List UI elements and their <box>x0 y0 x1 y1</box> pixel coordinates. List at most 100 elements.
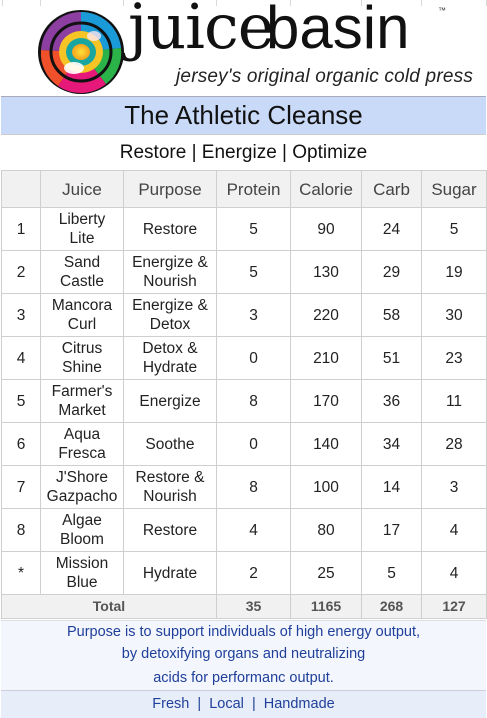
footer-note-line-3: acids for performanc output. <box>1 666 486 690</box>
sugar-cell[interactable]: 4 <box>421 508 487 552</box>
sugar-cell[interactable]: 19 <box>421 250 487 294</box>
carb-cell[interactable]: 29 <box>361 250 422 294</box>
sugar-cell[interactable]: 5 <box>421 207 487 251</box>
juice-name[interactable]: J'Shore Gazpacho <box>40 465 124 509</box>
calorie-cell[interactable]: 80 <box>290 508 362 552</box>
juice-purpose[interactable]: Detox & Hydrate <box>123 336 217 380</box>
juice-name[interactable]: Liberty Lite <box>40 207 124 251</box>
carb-cell[interactable]: 17 <box>361 508 422 552</box>
juice-purpose-line: Detox & <box>142 340 198 357</box>
sugar-cell[interactable]: 4 <box>421 551 487 595</box>
row-number[interactable]: 6 <box>1 422 41 466</box>
protein-cell[interactable]: 8 <box>216 379 291 423</box>
juice-purpose[interactable]: Restore <box>123 207 217 251</box>
row-number[interactable]: 8 <box>1 508 41 552</box>
protein-cell[interactable]: 0 <box>216 422 291 466</box>
juice-name[interactable]: Citrus Shine <box>40 336 124 380</box>
juice-purpose[interactable]: Soothe <box>123 422 217 466</box>
carb-cell[interactable]: 5 <box>361 551 422 595</box>
juice-purpose-line: Nourish <box>143 273 197 290</box>
row-number[interactable]: 4 <box>1 336 41 380</box>
juice-name-line: J'Shore <box>55 469 109 486</box>
calorie-cell[interactable]: 130 <box>290 250 362 294</box>
calorie-cell[interactable]: 90 <box>290 207 362 251</box>
header-purpose[interactable]: Purpose <box>123 170 217 208</box>
table-row: 5 Farmer's Market Energize 8 170 36 11 <box>1 379 487 423</box>
header-carb[interactable]: Carb <box>361 170 422 208</box>
juice-name[interactable]: Algae Bloom <box>40 508 124 552</box>
juice-purpose[interactable]: Energize <box>123 379 217 423</box>
juice-name-line: Mission <box>55 555 109 572</box>
header-juice[interactable]: Juice <box>40 170 124 208</box>
table-row: 1 Liberty Lite Restore 5 90 24 5 <box>1 207 487 251</box>
row-number[interactable]: 2 <box>1 250 41 294</box>
header-calorie[interactable]: Calorie <box>290 170 362 208</box>
juice-purpose[interactable]: Energize & Detox <box>123 293 217 337</box>
protein-cell[interactable]: 0 <box>216 336 291 380</box>
juice-name[interactable]: Farmer's Market <box>40 379 124 423</box>
row-number[interactable]: 1 <box>1 207 41 251</box>
calorie-cell[interactable]: 25 <box>290 551 362 595</box>
total-calorie[interactable]: 1165 <box>290 594 362 619</box>
juice-purpose[interactable]: Restore <box>123 508 217 552</box>
juice-name-line: Market <box>58 402 106 419</box>
sugar-cell[interactable]: 11 <box>421 379 487 423</box>
total-sugar[interactable]: 127 <box>421 594 487 619</box>
juice-purpose-line: Energize <box>139 392 201 410</box>
juicebasin-logo-icon <box>38 10 124 94</box>
protein-cell[interactable]: 8 <box>216 465 291 509</box>
footer-note-line-2: by detoxifying organs and neutralizing <box>1 643 486 666</box>
table-row: 3 Mancora Curl Energize & Detox 3 220 58 30 <box>1 293 487 337</box>
carb-cell[interactable]: 51 <box>361 336 422 380</box>
carb-cell[interactable]: 24 <box>361 207 422 251</box>
total-protein[interactable]: 35 <box>216 594 291 619</box>
protein-cell[interactable]: 2 <box>216 551 291 595</box>
juice-name[interactable]: Sand Castle <box>40 250 124 294</box>
row-number[interactable]: 3 <box>1 293 41 337</box>
juice-name[interactable]: Mancora Curl <box>40 293 124 337</box>
juice-purpose-line: Restore <box>142 521 198 539</box>
juice-purpose[interactable]: Hydrate <box>123 551 217 595</box>
calorie-cell[interactable]: 210 <box>290 336 362 380</box>
juice-purpose[interactable]: Restore & Nourish <box>123 465 217 509</box>
juice-name-line: Castle <box>60 273 104 290</box>
carb-cell[interactable]: 36 <box>361 379 422 423</box>
header-sugar[interactable]: Sugar <box>421 170 487 208</box>
calorie-cell[interactable]: 100 <box>290 465 362 509</box>
juice-name[interactable]: Mission Blue <box>40 551 124 595</box>
header-protein[interactable]: Protein <box>216 170 291 208</box>
sugar-cell[interactable]: 30 <box>421 293 487 337</box>
row-number[interactable]: 7 <box>1 465 41 509</box>
juice-name[interactable]: Aqua Fresca <box>40 422 124 466</box>
row-number[interactable]: 5 <box>1 379 41 423</box>
sugar-cell[interactable]: 28 <box>421 422 487 466</box>
total-carb[interactable]: 268 <box>361 594 422 619</box>
header-num[interactable] <box>1 170 41 208</box>
carb-cell[interactable]: 14 <box>361 465 422 509</box>
juice-purpose-line: Energize & <box>132 297 208 314</box>
table-row: 7 J'Shore Gazpacho Restore & Nourish 8 100 14 3 <box>1 465 487 509</box>
total-label[interactable]: Total <box>1 594 217 619</box>
sugar-cell[interactable]: 23 <box>421 336 487 380</box>
juice-purpose-line: Energize & <box>132 254 208 271</box>
juice-purpose[interactable]: Energize & Nourish <box>123 250 217 294</box>
protein-cell[interactable]: 5 <box>216 250 291 294</box>
protein-cell[interactable]: 5 <box>216 207 291 251</box>
protein-cell[interactable]: 3 <box>216 293 291 337</box>
carb-cell[interactable]: 34 <box>361 422 422 466</box>
carb-cell[interactable]: 58 <box>361 293 422 337</box>
juice-purpose-line: Restore & <box>135 469 205 486</box>
juice-name-line: Algae <box>62 512 102 529</box>
juice-name-line: Lite <box>69 230 95 247</box>
calorie-cell[interactable]: 140 <box>290 422 362 466</box>
calorie-cell[interactable]: 170 <box>290 379 362 423</box>
calorie-cell[interactable]: 220 <box>290 293 362 337</box>
protein-cell[interactable]: 4 <box>216 508 291 552</box>
juice-name-line: Fresca <box>58 445 106 462</box>
juice-name-line: Sand <box>63 254 101 271</box>
row-number[interactable]: * <box>1 551 41 595</box>
sugar-cell[interactable]: 3 <box>421 465 487 509</box>
table-row: * Mission Blue Hydrate 2 25 5 4 <box>1 551 487 595</box>
footer-note-line-1: Purpose is to support individuals of hig… <box>1 620 486 644</box>
